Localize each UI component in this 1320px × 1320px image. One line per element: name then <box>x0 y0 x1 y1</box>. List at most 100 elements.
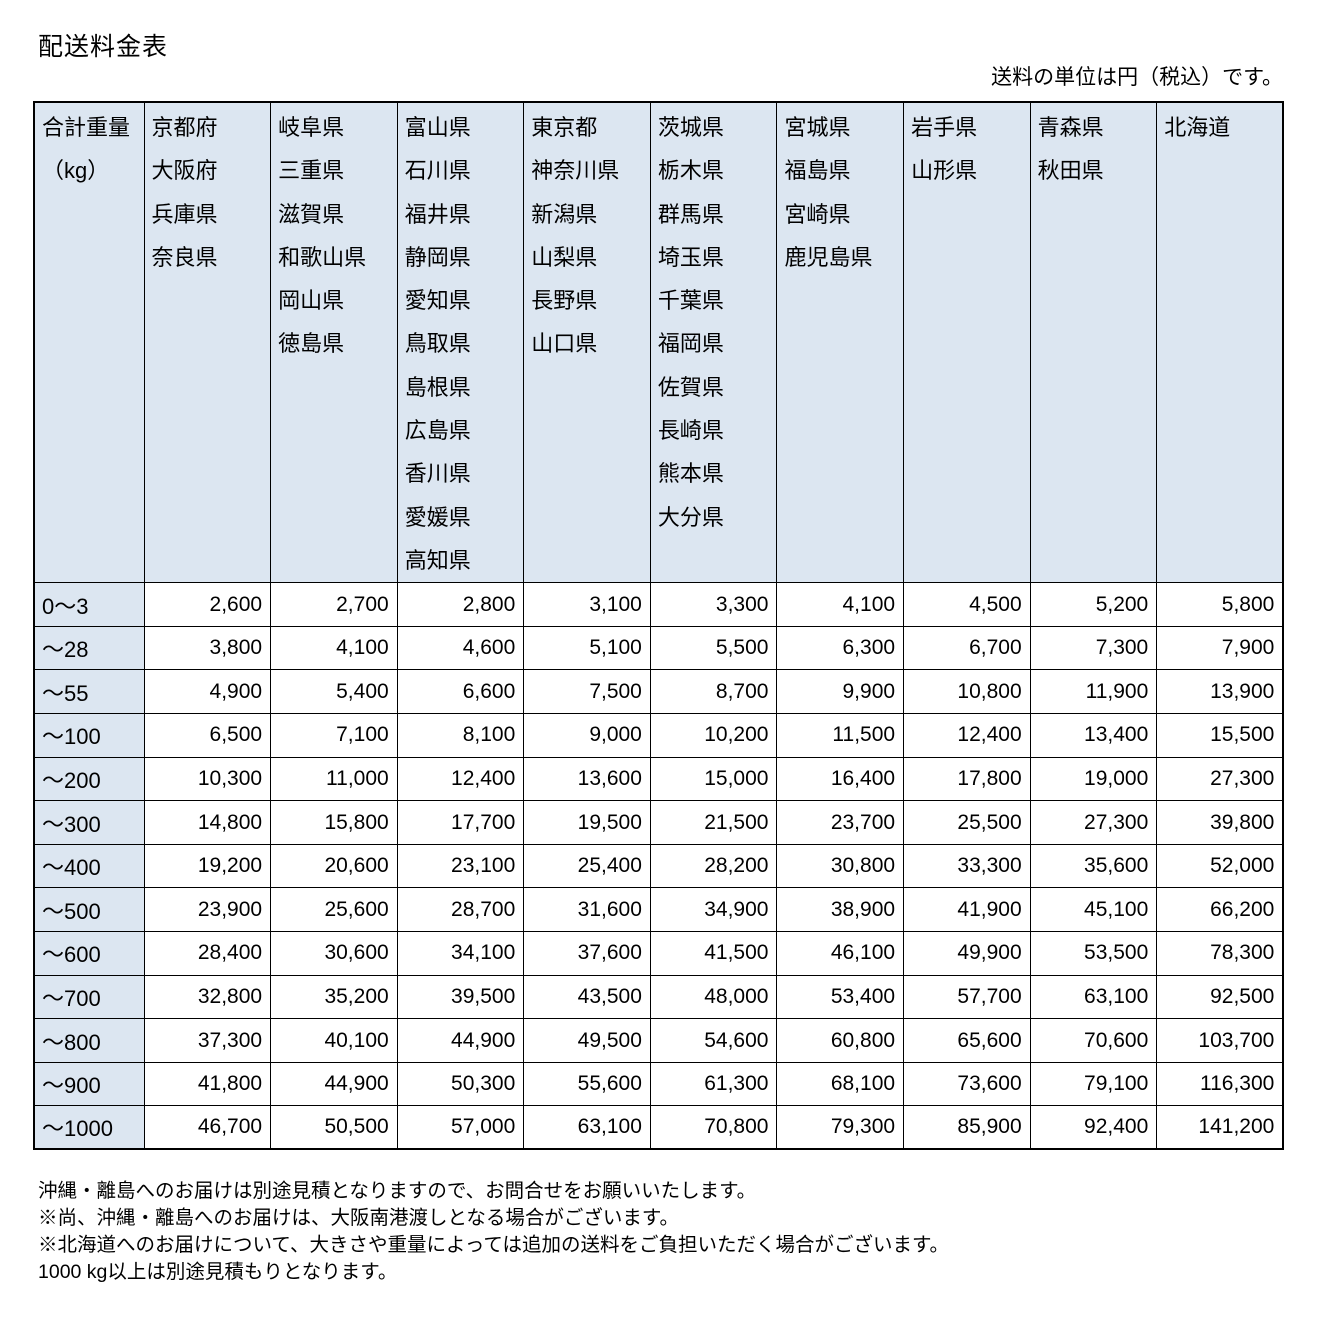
price-cell: 43,500 <box>523 974 651 1020</box>
price-cell: 13,400 <box>1029 713 1158 758</box>
price-cell: 25,500 <box>903 800 1031 845</box>
price-cell: 19,200 <box>143 843 272 889</box>
prefecture-name: 大阪府 <box>151 158 218 184</box>
price-cell: 6,300 <box>776 625 905 671</box>
price-cell: 65,600 <box>903 1018 1031 1063</box>
price-cell: 28,200 <box>649 843 778 889</box>
prefecture-name: 新潟県 <box>531 201 598 227</box>
prefecture-name: 山形県 <box>911 158 978 184</box>
fee-row: ～500 23,900 25,600 28,700 31,600 34,900 38,900… <box>33 887 1284 933</box>
price-cell: 68,100 <box>776 1061 905 1107</box>
price-cell: 3,300 <box>649 582 778 627</box>
prefecture-name: 宮崎県 <box>784 201 851 227</box>
fee-row: ～700 32,800 35,200 39,500 43,500 48,000 53,400… <box>33 974 1284 1020</box>
weight-header-line: （kg） <box>42 158 110 184</box>
price-cell: 57,000 <box>396 1105 525 1150</box>
price-cell: 46,700 <box>143 1105 272 1150</box>
price-cell: 103,700 <box>1156 1018 1284 1063</box>
price-cell: 5,500 <box>649 625 778 671</box>
prefecture-name: 高知県 <box>404 547 471 573</box>
price-cell: 34,100 <box>396 931 525 976</box>
price-cell: 57,700 <box>903 974 1031 1020</box>
price-cell: 50,300 <box>396 1061 525 1107</box>
prefecture-name: 三重県 <box>278 158 345 184</box>
price-cell: 92,500 <box>1156 974 1284 1020</box>
price-cell: 35,200 <box>270 974 398 1020</box>
price-cell: 6,600 <box>396 669 525 715</box>
prefecture-name: 福島県 <box>784 158 851 184</box>
price-cell: 28,400 <box>143 931 272 976</box>
price-cell: 92,400 <box>1029 1105 1158 1150</box>
price-cell: 4,500 <box>903 582 1031 627</box>
prefecture-name: 熊本県 <box>657 461 724 487</box>
fee-row: ～900 41,800 44,900 50,300 55,600 61,300 68,100… <box>33 1061 1284 1107</box>
prefecture-name: 石川県 <box>404 158 471 184</box>
price-cell: 10,300 <box>143 756 272 802</box>
price-cell: 25,600 <box>270 887 398 933</box>
price-cell: 3,100 <box>523 582 651 627</box>
price-cell: 20,600 <box>270 843 398 889</box>
prefecture-name: 北海道 <box>1164 115 1231 140</box>
prefecture-name: 佐賀県 <box>657 374 724 400</box>
price-cell: 116,300 <box>1156 1061 1284 1107</box>
price-cell: 41,800 <box>143 1061 272 1107</box>
region-group-header: 北海道 <box>1156 101 1284 584</box>
price-cell: 12,400 <box>903 713 1031 758</box>
price-cell: 25,400 <box>523 843 651 889</box>
price-cell: 41,500 <box>649 931 778 976</box>
prefecture-name: 徳島県 <box>278 331 345 357</box>
price-cell: 15,800 <box>270 800 398 845</box>
price-cell: 66,200 <box>1156 887 1284 933</box>
price-cell: 44,900 <box>270 1061 398 1107</box>
prefecture-name: 山梨県 <box>531 244 598 270</box>
price-cell: 23,100 <box>396 843 525 889</box>
unit-note: 送料の単位は円（税込）です。 <box>991 66 1283 89</box>
price-cell: 70,600 <box>1029 1018 1158 1063</box>
price-cell: 16,400 <box>776 756 905 802</box>
price-cell: 5,200 <box>1029 582 1158 627</box>
price-cell: 30,600 <box>270 931 398 976</box>
price-cell: 4,600 <box>396 625 525 671</box>
weight-range-cell: ～400 <box>33 843 145 889</box>
price-cell: 53,500 <box>1029 931 1158 976</box>
price-cell: 11,000 <box>270 756 398 802</box>
prefecture-name: 埼玉県 <box>657 244 724 270</box>
prefecture-name: 京都府 <box>151 115 218 140</box>
weight-range-cell: ～200 <box>33 756 145 802</box>
footnote-line: 1000 kg以上は別途見積もりとなります。 <box>38 1261 398 1283</box>
prefecture-name: 神奈川県 <box>531 158 620 184</box>
price-cell: 38,900 <box>776 887 905 933</box>
prefecture-name: 広島県 <box>404 418 471 444</box>
header-row: 合計重量 （kg） 京都府 大阪府 兵庫県 奈良県 岐阜県 三重県 滋賀県 和歌山県 岡山県 徳島県富… <box>33 101 1284 584</box>
price-cell: 23,700 <box>776 800 905 845</box>
price-cell: 33,300 <box>903 843 1031 889</box>
price-cell: 50,500 <box>270 1105 398 1150</box>
weight-range-cell: ～600 <box>33 931 145 976</box>
price-cell: 30,800 <box>776 843 905 889</box>
region-group-header: 岩手県 山形県 <box>903 101 1031 584</box>
weight-range-cell: ～800 <box>33 1018 145 1063</box>
price-cell: 19,500 <box>523 800 651 845</box>
price-cell: 10,800 <box>903 669 1031 715</box>
region-group-header: 京都府 大阪府 兵庫県 奈良県 <box>143 101 272 584</box>
price-cell: 17,700 <box>396 800 525 845</box>
price-cell: 61,300 <box>649 1061 778 1107</box>
price-cell: 15,500 <box>1156 713 1284 758</box>
price-cell: 78,300 <box>1156 931 1284 976</box>
price-cell: 79,300 <box>776 1105 905 1150</box>
price-cell: 2,800 <box>396 582 525 627</box>
price-cell: 32,800 <box>143 974 272 1020</box>
weight-range-cell: ～900 <box>33 1061 145 1107</box>
prefecture-name: 長野県 <box>531 288 598 314</box>
price-cell: 52,000 <box>1156 843 1284 889</box>
footnote-line: ※尚、沖縄・離島へのお届けは、大阪南港渡しとなる場合がございます。 <box>38 1207 679 1229</box>
price-cell: 4,100 <box>270 625 398 671</box>
price-cell: 19,000 <box>1029 756 1158 802</box>
weight-range-cell: ～1000 <box>33 1105 145 1150</box>
price-cell: 49,500 <box>523 1018 651 1063</box>
footnotes: 沖縄・離島へのお届けは別途見積となりますので、お問合せをお願いいたします。 ※尚、… <box>38 1178 949 1286</box>
prefecture-name: 宮城県 <box>784 115 851 140</box>
prefecture-name: 鹿児島県 <box>784 244 873 270</box>
price-cell: 8,100 <box>396 713 525 758</box>
prefecture-name: 千葉県 <box>657 288 724 314</box>
